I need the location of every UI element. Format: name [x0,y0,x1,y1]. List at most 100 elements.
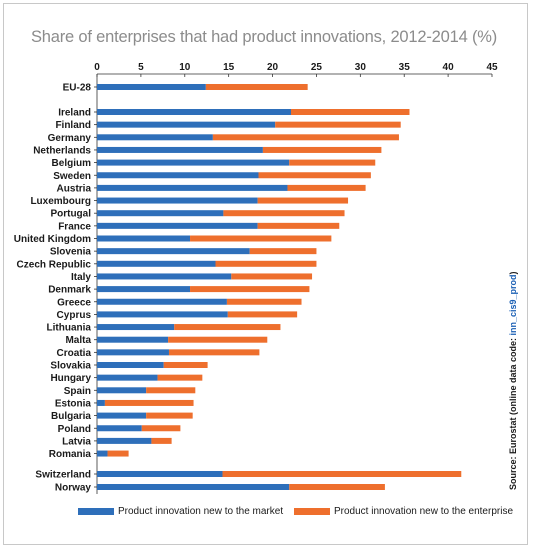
bar-enterprise [104,399,194,406]
source-text: Source: Eurostat (online data code: [508,335,518,490]
bar-enterprise [107,450,129,457]
category-label: Switzerland [35,470,91,481]
bar-enterprise [163,362,208,368]
source-close: ) [508,271,518,275]
bar-market [97,109,291,115]
category-label: Cyprus [57,310,92,321]
bar-enterprise [290,109,410,115]
bar-market [97,324,175,331]
bar-enterprise [262,146,382,153]
bar-enterprise [141,425,181,432]
source-code: inn_cis9_prod [508,274,518,336]
bar-market [97,298,227,305]
category-label: Romania [49,449,92,460]
bar-enterprise [146,412,193,419]
category-label: Belgium [52,158,92,169]
bar-market [97,471,223,477]
bar-enterprise [190,286,310,293]
bar-enterprise [289,159,376,166]
bar-enterprise [289,484,385,490]
category-label: Latvia [62,436,91,447]
bar-enterprise [223,210,345,217]
bar-market [97,146,263,153]
category-label: Denmark [48,285,91,296]
bar-enterprise [227,311,298,318]
x-tick-label: 0 [94,62,100,73]
bar-enterprise [222,471,462,477]
bar-market [97,450,108,457]
bar-market [97,197,258,204]
category-label: Croatia [57,348,92,359]
legend-label-market: Product innovation new to the market [118,506,284,517]
category-label: Portugal [50,209,91,220]
x-tick-label: 40 [443,62,455,73]
bar-enterprise [275,121,401,128]
legend-item-enterprise: Product innovation new to the enterprise [294,506,513,517]
category-label: Luxembourg [30,196,91,207]
bar-market [97,437,152,444]
bar-market [97,374,158,381]
x-tick-label: 10 [179,62,191,73]
x-tick-label: 5 [138,62,144,73]
category-label: Sweden [53,171,91,182]
category-label: Netherlands [33,145,91,156]
legend-swatch-enterprise [294,508,330,515]
category-label: Malta [65,335,91,346]
legend-item-market: Product innovation new to the market [78,506,283,517]
category-label: Finland [55,120,91,131]
bar-market [97,336,169,343]
bar-market [97,273,232,280]
bar-market [97,484,290,490]
category-label: Poland [58,424,91,435]
x-tick-label: 30 [355,62,367,73]
bar-enterprise [157,374,203,381]
x-tick-label: 15 [223,62,235,73]
legend-label-enterprise: Product innovation new to the enterprise [334,506,513,517]
category-label: Greece [57,297,91,308]
category-label: Slovakia [50,361,91,372]
bar-enterprise [174,324,281,331]
x-tick-label: 20 [267,62,279,73]
bar-enterprise [151,437,172,444]
bar-enterprise [168,336,268,343]
bar-market [97,286,191,293]
bar-market [97,210,224,217]
category-label: Italy [71,272,91,283]
x-tick-label: 35 [399,62,411,73]
bar-market [97,349,169,356]
bar-enterprise [146,387,196,394]
bar-market [97,172,259,179]
bar-market [97,159,290,166]
category-label: Czech Republic [17,259,92,270]
bar-enterprise [231,273,313,280]
bar-enterprise [168,349,260,356]
legend-swatch-market [78,508,114,515]
category-label: Bulgaria [51,411,91,422]
bar-market [97,412,147,419]
bar-enterprise [226,298,302,305]
bar-market [97,134,213,141]
bar-enterprise [257,222,340,229]
bar-market [97,184,288,191]
bar-market [97,399,105,406]
bar-market [97,311,228,318]
bar-market [97,362,164,368]
bar-market [97,222,258,229]
bar-market [97,235,191,242]
category-label: Germany [48,133,92,144]
category-label: Spain [64,386,91,397]
x-tick-label: 25 [311,62,323,73]
bar-enterprise [212,134,399,141]
x-tick-label: 45 [486,62,498,73]
bar-enterprise [257,197,349,204]
bar-market [97,387,147,394]
bar-market [97,260,216,267]
category-label: Norway [55,483,92,494]
category-label: Ireland [58,108,91,119]
bar-market [97,84,206,90]
bar-market [97,248,250,255]
bar-market [97,121,276,128]
category-label: United Kingdom [14,234,91,245]
category-label: Estonia [55,398,92,409]
